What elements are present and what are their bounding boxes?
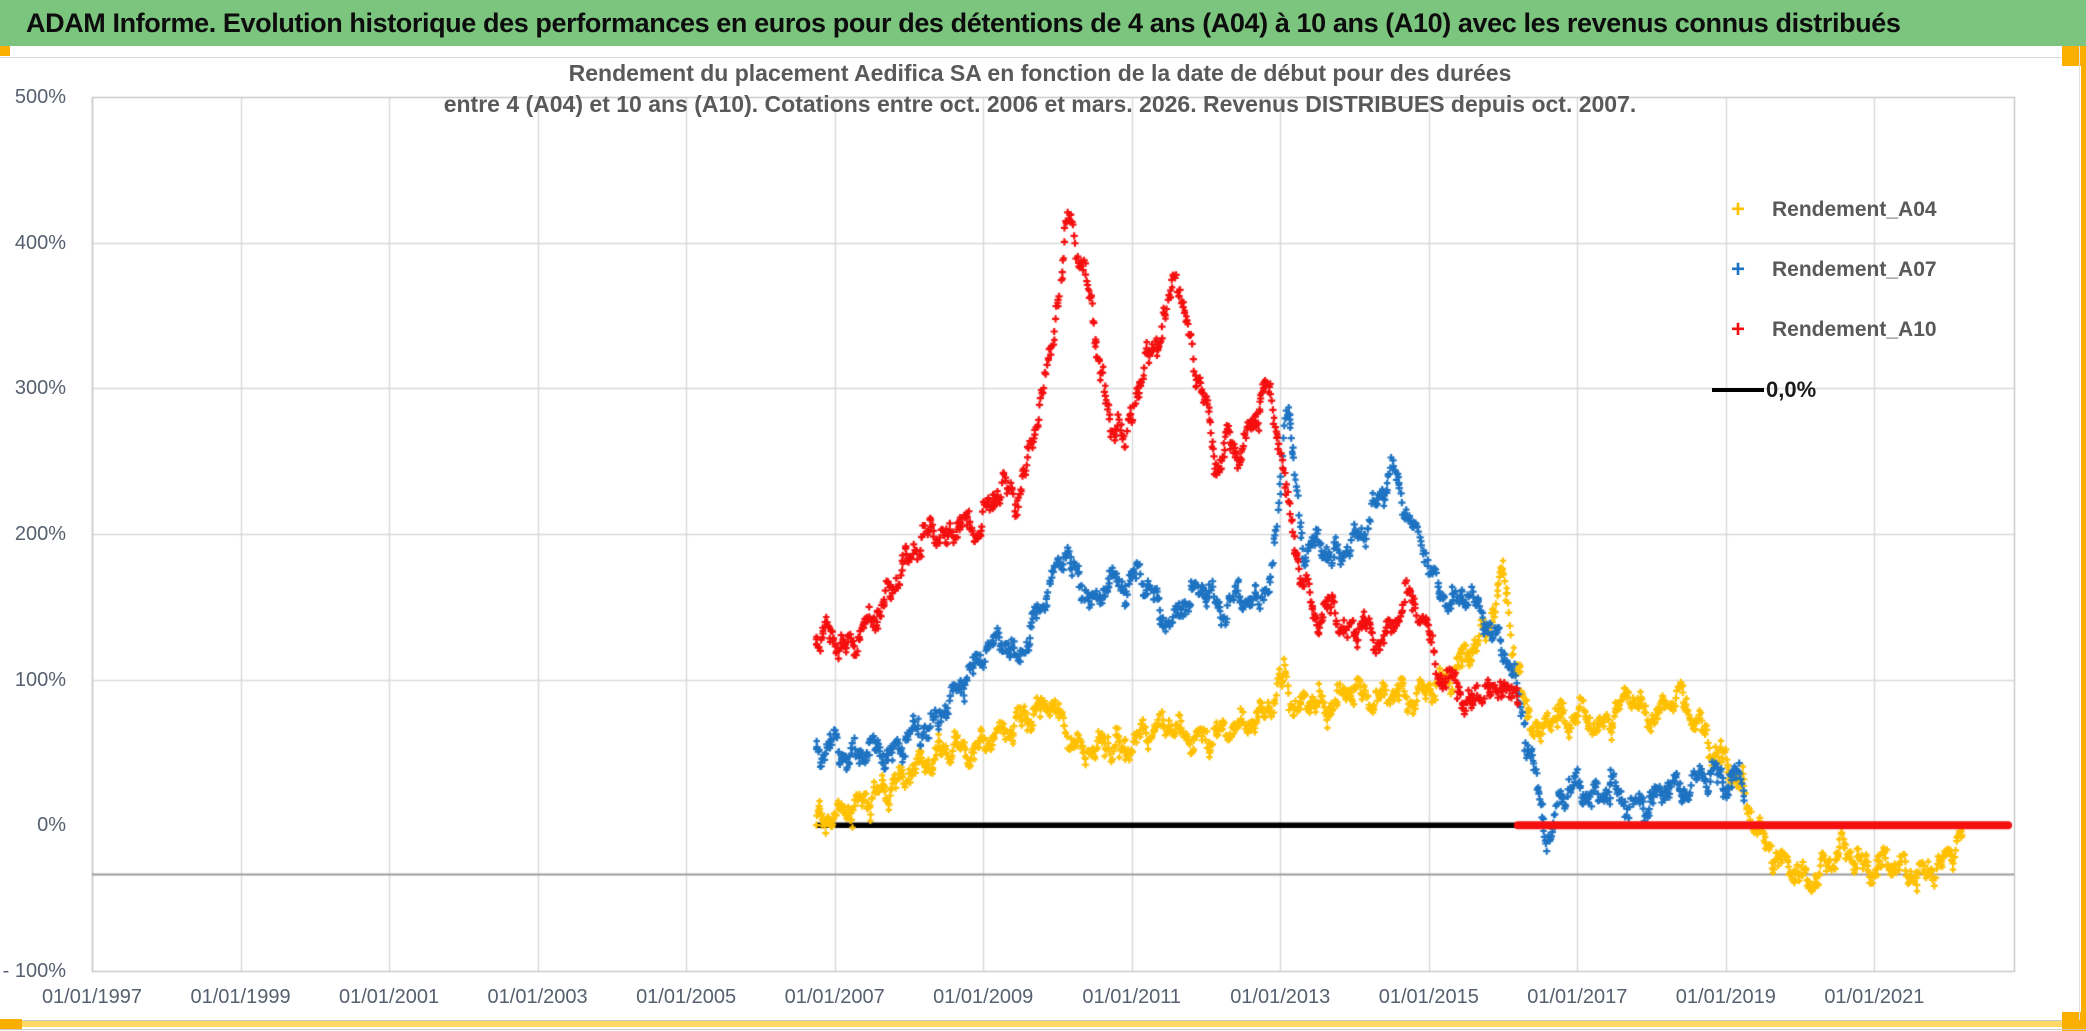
legend-label: 0,0% (1766, 377, 1817, 402)
legend-label: Rendement_A10 (1772, 318, 1937, 341)
y-tick-label: - 100% (2, 960, 66, 982)
frame-corner-bottom-left (0, 1019, 22, 1029)
frame-corner-top-left (0, 46, 10, 56)
legend-item-a04[interactable]: + Rendement_A04 (1712, 180, 2012, 240)
x-tick-label: 01/01/2013 (1230, 986, 1331, 1008)
y-tick-label: 400% (14, 231, 66, 254)
legend-label: Rendement_A07 (1772, 258, 1937, 281)
x-tick-label: 01/01/1997 (41, 986, 143, 1008)
frame-strip-bottom (0, 1021, 2086, 1027)
zero-line-icon (1712, 388, 1764, 392)
y-tick-label: 300% (14, 377, 66, 400)
legend-label: Rendement_A04 (1772, 198, 1937, 221)
y-tick-label: 200% (14, 523, 66, 545)
frame-strip-right (2081, 46, 2086, 1031)
x-tick-label: 01/01/2009 (933, 986, 1034, 1008)
x-tick-label: 01/01/2015 (1378, 986, 1479, 1008)
x-tick-label: 01/01/2011 (1082, 986, 1182, 1008)
plus-marker-icon: + (1730, 196, 1745, 223)
frame-hairline-upper (0, 1020, 2086, 1021)
x-tick-label: 01/01/2021 (1824, 986, 1925, 1008)
legend-item-zero-line[interactable]: 0,0% (1712, 360, 2012, 420)
legend-item-a07[interactable]: + Rendement_A07 (1712, 240, 2012, 300)
chart-edge-line (2079, 46, 2080, 1020)
chart-title-line2: entre 4 (A04) et 10 ans (A10). Cotations… (443, 91, 1637, 117)
x-tick-label: 01/01/1999 (190, 986, 291, 1008)
chart-title-line1: Rendement du placement Aedifica SA en fo… (568, 60, 1512, 86)
legend-item-a10[interactable]: + Rendement_A10 (1712, 300, 2012, 360)
x-tick-label: 01/01/2019 (1675, 986, 1776, 1008)
x-tick-label: 01/01/2001 (339, 986, 440, 1008)
y-tick-label: 100% (14, 668, 66, 691)
x-tick-label: 01/01/2007 (784, 986, 885, 1008)
frame-tab-top-right (2062, 46, 2086, 66)
frame-corner-bottom-right (2062, 1012, 2086, 1031)
plus-marker-icon: + (1730, 316, 1745, 343)
chart-title: Rendement du placement Aedifica SA en fo… (300, 58, 1780, 120)
x-tick-label: 01/01/2017 (1527, 986, 1628, 1008)
plus-marker-icon: + (1730, 256, 1745, 283)
chart-legend: + Rendement_A04 + Rendement_A07 + Rendem… (1712, 180, 2012, 420)
frame-hairline-lower (0, 1029, 2086, 1030)
y-tick-label: 500% (14, 86, 66, 108)
x-tick-label: 01/01/2005 (636, 986, 737, 1008)
y-tick-label: 0% (37, 814, 66, 837)
x-tick-label: 01/01/2003 (487, 986, 588, 1008)
